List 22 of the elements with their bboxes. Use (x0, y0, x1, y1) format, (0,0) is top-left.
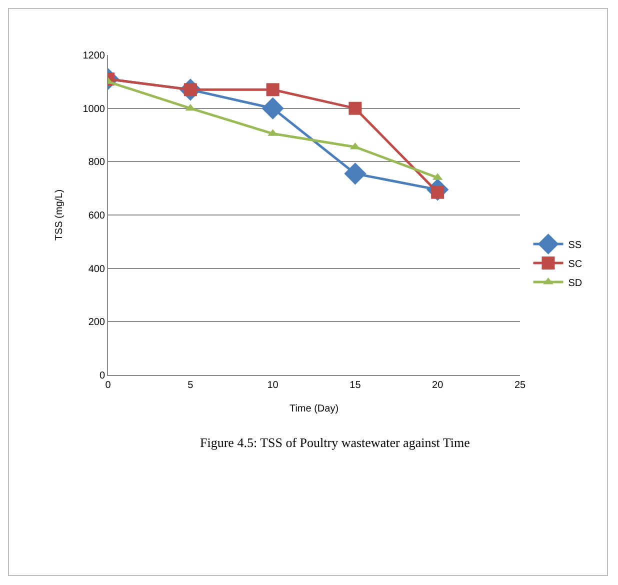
x-axis-title: Time (Day) (289, 404, 339, 414)
point (262, 97, 284, 120)
y-tick-label: 200 (88, 317, 106, 328)
y-tick-label: 800 (88, 157, 106, 168)
legend-label: SD (568, 278, 582, 289)
x-tick-label: 10 (267, 380, 279, 391)
y-tick-label: 1000 (82, 104, 106, 115)
y-tick-label: 1200 (82, 50, 106, 62)
legend-label: SC (568, 258, 582, 270)
y-axis-title: TSS (mg/L) (54, 189, 65, 241)
y-tick-label: 600 (88, 210, 106, 222)
x-tick-label: 25 (514, 380, 526, 391)
x-tick-label: 20 (432, 380, 444, 391)
x-tick-label: 15 (350, 380, 362, 391)
point (266, 83, 280, 96)
point (344, 162, 366, 185)
y-tick-label: 400 (88, 264, 106, 275)
point (348, 102, 362, 115)
caption: Figure 4.5: TSS of Poultry wastewater against Time (200, 435, 470, 450)
y-tick-label: 0 (99, 370, 106, 382)
legend-label: SS (568, 240, 582, 251)
x-tick-label: 5 (188, 380, 194, 391)
